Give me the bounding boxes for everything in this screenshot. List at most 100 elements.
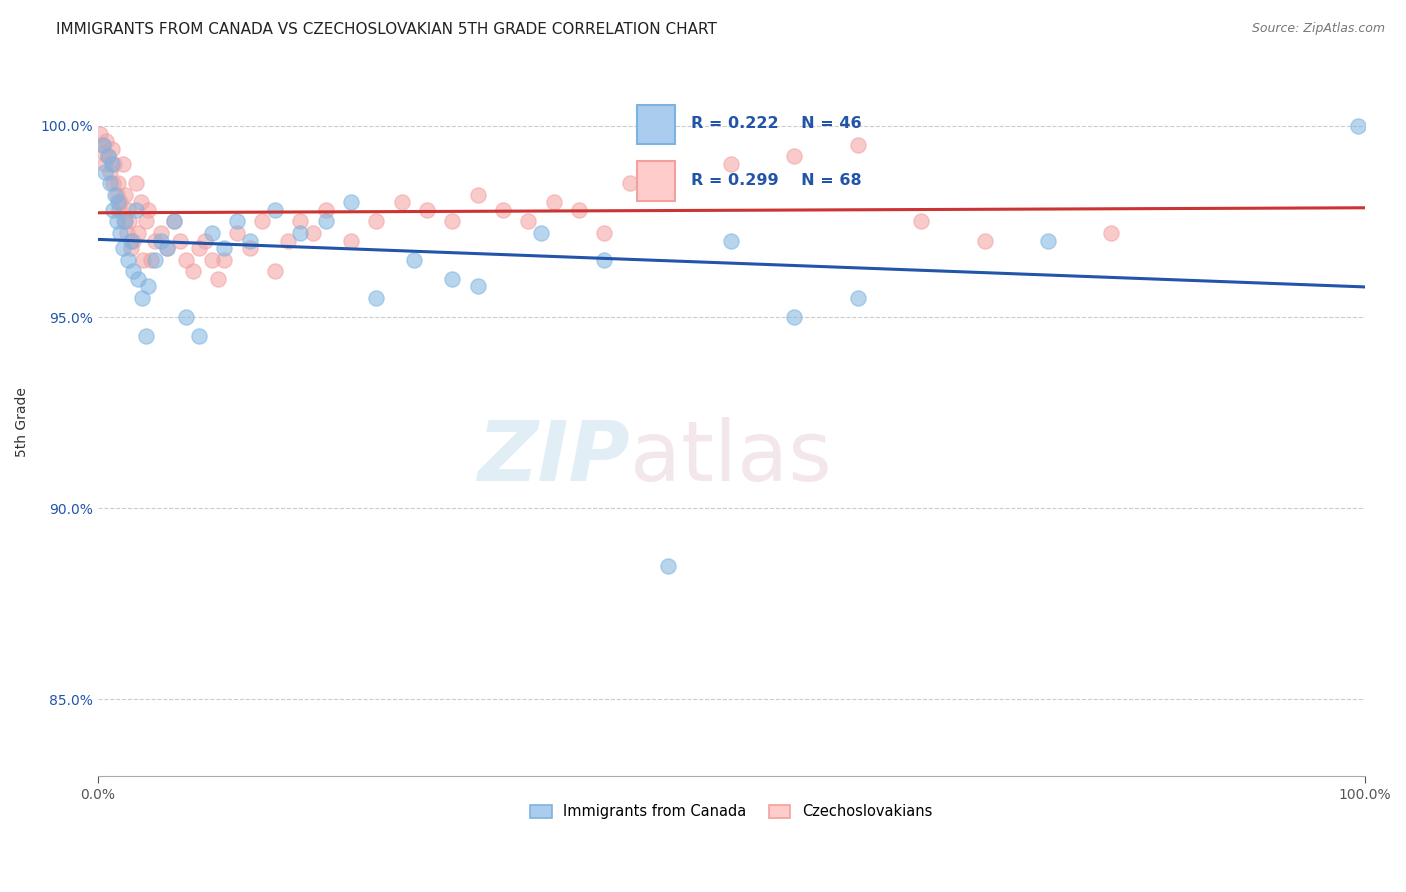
Point (1347, 119, 1369, 133)
Point (366, 214, 388, 228)
Point (657, 558, 679, 573)
Point (149, 234, 172, 248)
Point (93, 145, 115, 160)
Point (416, 202, 439, 217)
Point (104, 187, 127, 202)
Point (366, 291, 388, 305)
Point (252, 214, 274, 228)
Point (214, 252, 236, 267)
Point (315, 202, 337, 217)
Point (97, 149, 120, 163)
Point (239, 234, 262, 248)
Point (1036, 234, 1059, 248)
Point (720, 234, 742, 248)
Point (783, 310, 806, 324)
Point (239, 241, 262, 255)
Point (973, 234, 995, 248)
Point (89, 127, 111, 141)
Point (107, 195, 129, 210)
Point (290, 214, 312, 228)
Point (110, 226, 132, 240)
Point (103, 157, 125, 171)
Point (593, 226, 616, 240)
Point (129, 195, 152, 210)
Point (94, 157, 117, 171)
Point (201, 226, 224, 240)
Point (162, 214, 184, 228)
Point (91, 138, 114, 153)
Point (404, 252, 426, 267)
Point (277, 234, 299, 248)
Point (114, 187, 136, 202)
Point (101, 176, 124, 190)
Point (492, 202, 515, 217)
Point (441, 214, 464, 228)
Point (111, 241, 134, 255)
Point (105, 214, 128, 228)
Point (174, 310, 197, 324)
Point (131, 291, 153, 305)
Text: atlas: atlas (630, 417, 831, 498)
Point (117, 202, 139, 217)
Point (117, 252, 139, 267)
Point (100, 157, 122, 171)
Point (124, 176, 146, 190)
Point (98, 165, 121, 179)
Text: IMMIGRANTS FROM CANADA VS CZECHOSLOVAKIAN 5TH GRADE CORRELATION CHART: IMMIGRANTS FROM CANADA VS CZECHOSLOVAKIA… (56, 22, 717, 37)
Point (467, 187, 489, 202)
Point (94, 165, 117, 179)
Text: Source: ZipAtlas.com: Source: ZipAtlas.com (1251, 22, 1385, 36)
Point (169, 234, 191, 248)
Point (340, 234, 363, 248)
Point (111, 157, 134, 171)
Point (568, 202, 591, 217)
Point (135, 329, 157, 343)
Point (91, 138, 114, 153)
Point (226, 226, 249, 240)
Point (315, 214, 337, 228)
Point (98, 176, 121, 190)
Point (207, 272, 229, 286)
Y-axis label: 5th Grade: 5th Grade (15, 387, 30, 457)
Point (143, 234, 166, 248)
Point (174, 252, 197, 267)
Point (100, 142, 122, 156)
Point (120, 241, 142, 255)
Point (846, 291, 869, 305)
Point (264, 202, 287, 217)
Point (340, 195, 363, 210)
Text: ZIP: ZIP (477, 417, 630, 498)
Point (136, 279, 159, 293)
Point (101, 202, 124, 217)
Point (290, 226, 312, 240)
Point (302, 226, 325, 240)
Point (120, 234, 142, 248)
Point (122, 264, 145, 278)
Point (201, 252, 224, 267)
Point (181, 264, 204, 278)
Point (517, 214, 540, 228)
Point (132, 252, 155, 267)
Point (226, 214, 249, 228)
Point (1099, 226, 1122, 240)
Point (108, 202, 131, 217)
Point (391, 195, 413, 210)
Point (127, 272, 149, 286)
Point (910, 214, 932, 228)
Point (156, 241, 179, 255)
Point (112, 214, 135, 228)
Point (96, 134, 118, 148)
Point (156, 241, 179, 255)
Point (188, 329, 211, 343)
Point (115, 226, 138, 240)
Point (720, 157, 742, 171)
Point (194, 234, 217, 248)
Point (214, 241, 236, 255)
Point (107, 176, 129, 190)
Point (162, 214, 184, 228)
Point (136, 202, 159, 217)
Point (143, 252, 166, 267)
Point (783, 149, 806, 163)
Point (139, 252, 162, 267)
Point (105, 187, 128, 202)
